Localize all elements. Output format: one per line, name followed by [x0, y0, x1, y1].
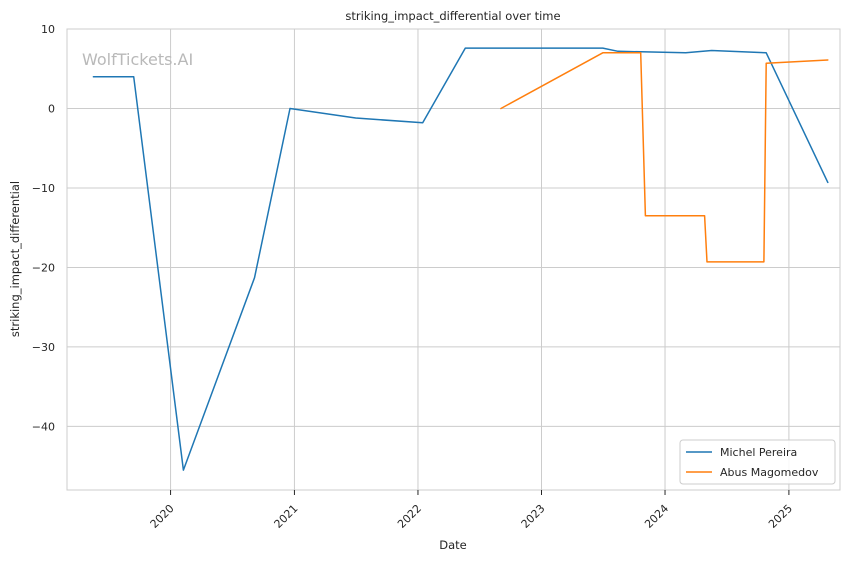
y-tick-label: 10: [41, 23, 55, 36]
legend-label-abus-magomedov: Abus Magomedov: [720, 466, 819, 479]
y-tick-label: −10: [32, 182, 55, 195]
y-tick-label: −30: [32, 341, 55, 354]
watermark: WolfTickets.AI: [82, 50, 193, 69]
legend-label-michel-pereira: Michel Pereira: [720, 446, 797, 459]
y-axis-ticks: 10 0 −10 −20 −30 −40: [32, 23, 55, 433]
y-tick-label: −40: [32, 420, 55, 433]
x-axis-label: Date: [439, 538, 467, 552]
y-tick-label: −20: [32, 261, 55, 274]
x-gridlines: [170, 29, 790, 490]
legend-box: [679, 439, 836, 485]
y-tick-label: 0: [48, 102, 55, 115]
series-lines: [92, 47, 829, 471]
plot-area: [67, 29, 840, 490]
series-line-michel-pereira: [92, 47, 829, 471]
chart-title: striking_impact_differential over time: [345, 9, 560, 23]
series-line-abus-magomedov: [500, 52, 829, 263]
plot-frame: [66, 28, 841, 491]
y-axis-label: striking_impact_differential: [8, 181, 22, 337]
legend: Michel Pereira Abus Magomedov: [679, 439, 836, 485]
